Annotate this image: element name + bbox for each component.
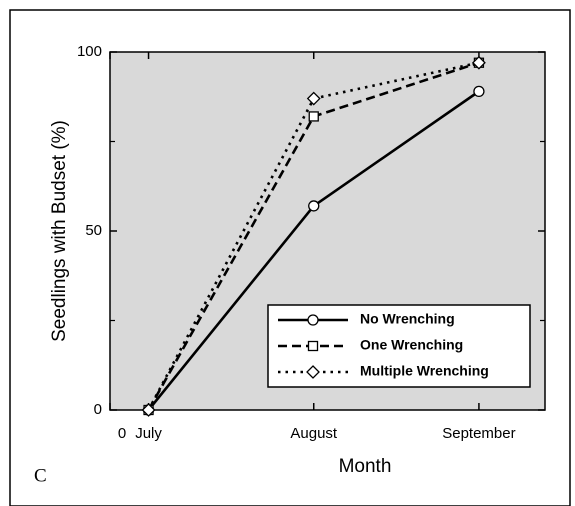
y-axis-label: Seedlings with Budset (%)	[49, 120, 70, 342]
y-tick-label: 100	[77, 43, 102, 60]
panel-label: C	[34, 465, 47, 486]
y-tick-label: 50	[85, 222, 102, 239]
legend-label: One Wrenching	[360, 337, 463, 353]
marker	[308, 200, 320, 212]
marker	[472, 55, 486, 70]
marker	[308, 111, 319, 122]
marker	[307, 340, 319, 352]
x-tick-label: July	[135, 425, 162, 442]
y-tick-label: 0	[94, 401, 102, 418]
marker	[141, 403, 156, 417]
legend-label: No Wrenching	[360, 311, 455, 327]
x-axis-label: Month	[339, 456, 392, 477]
x-tick-label: September	[442, 425, 515, 442]
legend-label: Multiple Wrenching	[360, 363, 489, 379]
marker	[307, 314, 319, 326]
marker	[306, 91, 321, 106]
legend: No Wrenching One Wrenching Multiple Wrench…	[267, 304, 531, 388]
x-tick-label: August	[290, 425, 338, 442]
marker	[473, 85, 485, 98]
x-tick-label: 0	[118, 425, 126, 442]
frame	[9, 9, 571, 506]
marker	[306, 365, 320, 379]
